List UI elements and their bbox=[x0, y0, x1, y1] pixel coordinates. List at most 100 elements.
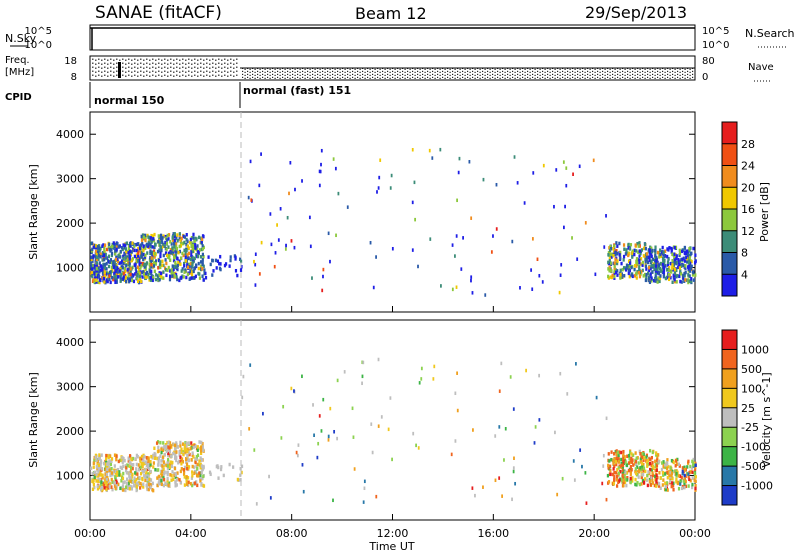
range-gate-cell bbox=[655, 468, 658, 473]
range-gate-cell bbox=[169, 250, 173, 255]
range-gate-cell bbox=[153, 456, 156, 460]
nave-dot bbox=[677, 70, 679, 72]
range-gate-cell bbox=[196, 453, 200, 457]
nave-dot bbox=[292, 76, 294, 78]
range-gate-cell bbox=[689, 261, 692, 266]
freq-dot bbox=[197, 75, 199, 77]
nave-dot bbox=[687, 76, 689, 78]
freq-dot bbox=[194, 74, 196, 76]
nave-dot bbox=[282, 70, 284, 72]
nave-dot bbox=[657, 76, 659, 78]
nave-dot bbox=[584, 68, 586, 70]
range-gate-cell bbox=[689, 464, 692, 469]
range-gate-cell bbox=[167, 265, 170, 270]
nave-dot bbox=[389, 77, 391, 79]
range-gate-cell bbox=[666, 475, 669, 480]
nave-dot bbox=[492, 70, 494, 72]
range-gate-cell bbox=[139, 486, 142, 490]
range-gate-cell bbox=[140, 461, 143, 466]
range-gate-cell bbox=[625, 248, 628, 252]
nave-dot bbox=[654, 77, 656, 79]
nave-dot bbox=[419, 74, 421, 76]
range-gate-cell bbox=[198, 471, 201, 475]
nave-dot bbox=[422, 73, 424, 75]
range-gate-cell bbox=[219, 267, 222, 272]
nave-dot bbox=[599, 74, 601, 76]
range-gate-cell bbox=[120, 259, 124, 263]
freq-dot bbox=[155, 59, 157, 61]
nave-dot bbox=[357, 73, 359, 75]
range-gate-cell bbox=[174, 475, 177, 480]
nave-dot bbox=[454, 68, 456, 70]
range-gate-cell bbox=[632, 453, 635, 457]
nave-dot bbox=[512, 73, 514, 75]
nave-dot bbox=[334, 77, 336, 79]
freq-dot bbox=[92, 74, 94, 76]
range-gate-cell bbox=[105, 477, 108, 482]
range-gate-cell bbox=[495, 227, 498, 231]
nave-dot bbox=[692, 70, 694, 72]
range-gate-cell bbox=[377, 186, 380, 190]
range-gate-cell bbox=[664, 264, 667, 268]
range-gate-cell bbox=[143, 272, 146, 277]
range-gate-cell bbox=[185, 249, 188, 253]
range-gate-cell bbox=[412, 431, 415, 436]
range-gate-cell bbox=[137, 246, 140, 251]
range-gate-cell bbox=[635, 249, 638, 253]
nave-dot bbox=[614, 71, 616, 73]
freq-dot bbox=[206, 62, 208, 64]
nave-dot bbox=[497, 70, 499, 72]
range-gate-cell bbox=[687, 267, 690, 271]
velocity-panel bbox=[89, 319, 696, 521]
range-gate-cell bbox=[108, 277, 111, 282]
range-gate-cell bbox=[625, 263, 629, 268]
nave-dot bbox=[309, 77, 311, 79]
nave-dot bbox=[449, 74, 451, 76]
range-gate-cell bbox=[643, 456, 646, 460]
nave-dot bbox=[349, 74, 351, 76]
range-gate-cell bbox=[650, 254, 653, 259]
range-gate-cell bbox=[169, 258, 172, 262]
freq-dot bbox=[140, 58, 142, 60]
range-gate-cell bbox=[165, 241, 169, 246]
x-tick-label: 12:00 bbox=[377, 527, 409, 540]
nave-dot bbox=[424, 71, 426, 73]
freq-dot bbox=[92, 62, 94, 64]
range-gate-cell bbox=[146, 487, 149, 492]
range-gate-cell bbox=[645, 478, 648, 482]
range-gate-cell bbox=[565, 166, 568, 170]
range-gate-cell bbox=[346, 205, 349, 209]
range-gate-cell bbox=[377, 357, 380, 362]
range-gate-cell bbox=[638, 244, 641, 248]
range-gate-cell bbox=[636, 456, 639, 460]
range-gate-cell bbox=[119, 274, 122, 279]
nave-dot bbox=[359, 74, 361, 76]
nave-dot bbox=[652, 76, 654, 78]
range-gate-cell bbox=[187, 458, 190, 462]
range-gate-cell bbox=[351, 406, 354, 411]
range-gate-cell bbox=[99, 278, 102, 283]
range-gate-cell bbox=[176, 445, 179, 449]
range-gate-cell bbox=[119, 250, 122, 254]
range-gate-cell bbox=[129, 272, 132, 277]
range-gate-cell bbox=[196, 474, 199, 478]
range-gate-cell bbox=[313, 433, 315, 438]
nave-dot bbox=[529, 68, 531, 70]
range-gate-cell bbox=[662, 465, 665, 469]
nave-dot bbox=[514, 77, 516, 79]
range-gate-cell bbox=[693, 471, 696, 476]
nave-dot bbox=[399, 74, 401, 76]
range-gate-cell bbox=[202, 234, 205, 239]
range-gate-cell bbox=[662, 478, 665, 482]
range-gate-cell bbox=[147, 458, 150, 463]
range-gate-cell bbox=[642, 274, 645, 278]
range-gate-cell bbox=[136, 279, 140, 284]
nave-dot bbox=[689, 74, 691, 76]
range-gate-cell bbox=[105, 482, 108, 487]
range-gate-cell bbox=[362, 500, 365, 504]
range-gate-cell bbox=[166, 472, 169, 477]
range-gate-cell bbox=[433, 364, 436, 369]
range-gate-cell bbox=[92, 461, 95, 466]
range-gate-cell bbox=[470, 278, 472, 283]
range-gate-cell bbox=[671, 280, 674, 285]
